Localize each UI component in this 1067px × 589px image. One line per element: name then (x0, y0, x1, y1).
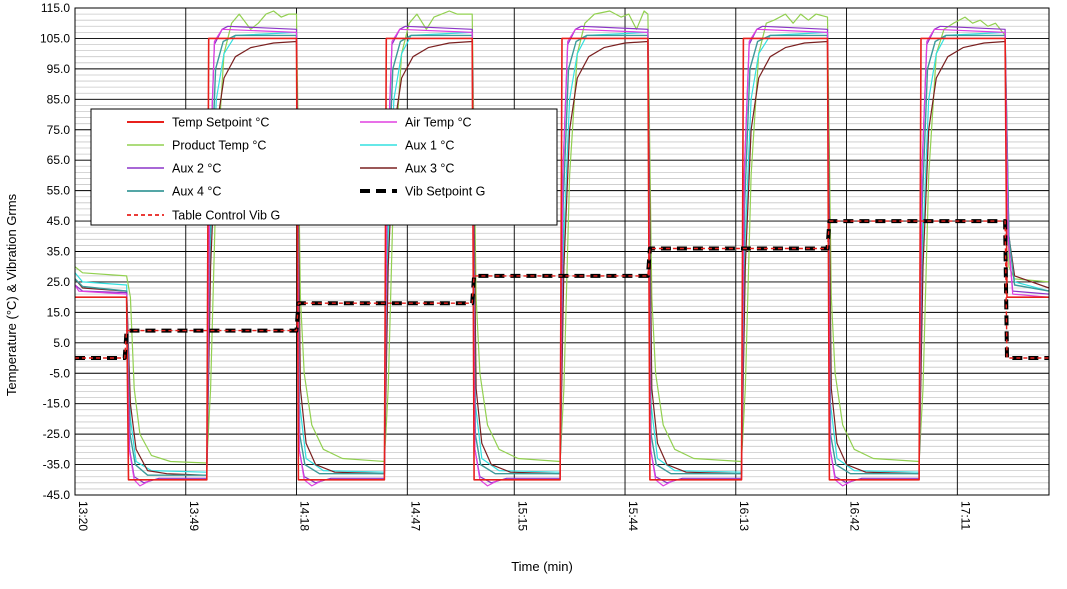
x-tick-label: 13:49 (187, 501, 201, 531)
y-tick-label: 5.0 (53, 336, 70, 350)
legend-label: Air Temp °C (405, 116, 472, 130)
x-tick-label: 14:18 (298, 501, 312, 531)
y-axis-title: Temperature (°C) & Vibration Grms (4, 193, 19, 396)
y-tick-label: 15.0 (47, 305, 71, 319)
y-tick-label: 115.0 (41, 1, 70, 15)
x-axis-ticks: 13:20 13:49 14:18 14:47 15:15 15:44 16:13 16:42… (76, 501, 972, 531)
series-line-product-temp-c (74, 10, 1050, 464)
legend-entry: Vib Setpoint G (360, 185, 485, 199)
x-tick-label: 15:15 (515, 501, 529, 531)
y-axis-ticks: 115.0 105.0 95.0 85.0 75.0 65.0 55.0 45.0 35.0 25… (40, 1, 70, 502)
y-tick-label: 55.0 (47, 184, 71, 198)
x-tick-label: 14:47 (408, 501, 422, 531)
x-tick-label: 13:20 (76, 501, 90, 531)
y-tick-label: 45.0 (47, 214, 71, 228)
legend-label: Aux 1 °C (405, 139, 454, 153)
legend-entry: Aux 2 °C (127, 162, 221, 176)
legend-entry: Aux 4 °C (127, 185, 221, 199)
y-tick-label: 75.0 (47, 123, 71, 137)
legend-label: Aux 4 °C (172, 185, 221, 199)
legend-label: Table Control Vib G (172, 209, 280, 223)
y-tick-label: 25.0 (47, 275, 71, 289)
y-tick-label: 35.0 (47, 245, 71, 259)
x-tick-label: 16:42 (848, 501, 862, 531)
y-tick-label: -45.0 (43, 488, 71, 502)
series-layer (74, 10, 1050, 487)
y-tick-label: 105.0 (40, 31, 70, 45)
legend-label: Product Temp °C (172, 139, 266, 153)
legend: Temp Setpoint °C Air Temp °C Product Temp … (90, 108, 558, 226)
legend-entry: Air Temp °C (360, 116, 472, 130)
y-tick-label: 95.0 (47, 62, 71, 76)
y-tick-label: 65.0 (47, 153, 71, 167)
legend-label: Aux 3 °C (405, 162, 454, 176)
legend-box (90, 108, 558, 226)
legend-label: Temp Setpoint °C (172, 116, 269, 130)
plot-border (74, 7, 1050, 496)
legend-entry: Aux 3 °C (360, 162, 454, 176)
series-line-aux-1-c (74, 31, 1050, 473)
legend-entry: Table Control Vib G (127, 209, 280, 223)
legend-label: Vib Setpoint G (405, 185, 485, 199)
x-tick-label: 16:13 (737, 501, 751, 531)
y-tick-label: -25.0 (43, 427, 71, 441)
legend-entry: Temp Setpoint °C (127, 116, 269, 130)
y-tick-label: -35.0 (43, 458, 71, 472)
series-line-aux-3-c (74, 40, 1050, 476)
x-tick-label: 15:44 (626, 501, 640, 531)
x-tick-label: 17:11 (958, 501, 972, 530)
legend-entry: Aux 1 °C (360, 139, 454, 153)
y-tick-label: 85.0 (47, 92, 71, 106)
series-line-table-control-vib-g (75, 220, 1049, 359)
legend-entry: Product Temp °C (127, 139, 266, 153)
x-axis-title: Time (min) (511, 559, 573, 574)
legend-label: Aux 2 °C (172, 162, 221, 176)
y-tick-label: -5.0 (49, 366, 70, 380)
y-tick-label: -15.0 (43, 397, 71, 411)
